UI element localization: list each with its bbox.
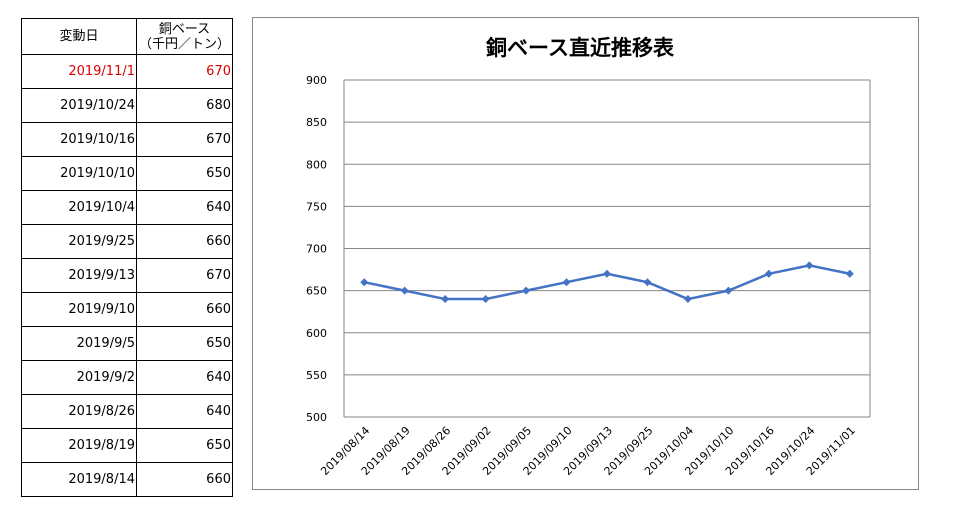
change-date-cell: 2019/10/24 — [21, 88, 137, 123]
table-body: 2019/11/1 670 2019/10/24 680 2019/10/16 670 20… — [21, 54, 233, 497]
grid-lines — [343, 79, 871, 418]
copper-price-cell: 650 — [136, 428, 233, 463]
data-point — [683, 295, 692, 304]
change-date-cell: 2019/10/4 — [21, 190, 137, 225]
header-copper-base: 銅ベース （千円／トン） — [136, 18, 233, 55]
table-row: 2019/10/16 670 — [21, 122, 233, 157]
header-copper-base-label: 銅ベース — [158, 21, 211, 37]
table-row: 2019/8/19 650 — [21, 428, 233, 463]
header-copper-base-unit: （千円／トン） — [138, 36, 230, 52]
table-row: 2019/9/10 660 — [21, 292, 233, 327]
change-date-cell: 2019/8/14 — [21, 462, 137, 497]
y-axis-ticks: 500 550 600 650 700 750 800 850 900 — [306, 74, 327, 424]
data-point — [845, 269, 854, 278]
data-point — [562, 278, 571, 287]
copper-price-cell: 650 — [136, 156, 233, 191]
y-tick-label: 650 — [306, 285, 327, 298]
table-row: 2019/9/13 670 — [21, 258, 233, 293]
y-tick-label: 600 — [306, 327, 327, 340]
copper-price-cell: 640 — [136, 394, 233, 429]
change-date-cell: 2019/10/10 — [21, 156, 137, 191]
data-point — [764, 269, 773, 278]
chart-title: 銅ベース直近推移表 — [486, 36, 675, 60]
data-point — [603, 269, 611, 278]
y-tick-label: 900 — [306, 74, 327, 87]
change-date-cell: 2019/8/19 — [21, 428, 137, 463]
data-point — [805, 261, 814, 270]
y-tick-label: 850 — [306, 116, 327, 129]
copper-price-cell: 660 — [136, 292, 233, 327]
table-row: 2019/9/25 660 — [21, 224, 233, 259]
y-tick-label: 550 — [306, 369, 327, 382]
table-row: 2019/8/14 660 — [21, 462, 233, 497]
copper-price-table: 変動日 銅ベース （千円／トン） 2019/11/1 670 2019/10/24 6… — [21, 18, 233, 497]
data-point — [481, 295, 490, 304]
data-point — [643, 278, 652, 287]
data-point — [441, 295, 450, 304]
chart-area: 銅ベース直近推移表 500 550 600 650 700 750 800 850 900 20… — [252, 17, 919, 490]
data-point — [522, 286, 531, 295]
table-header-row: 変動日 銅ベース （千円／トン） — [21, 18, 233, 55]
table-row: 2019/9/2 640 — [21, 360, 233, 395]
table-row: 2019/9/5 650 — [21, 326, 233, 361]
header-change-date: 変動日 — [21, 18, 137, 55]
copper-price-cell: 660 — [136, 224, 233, 259]
line-chart: 銅ベース直近推移表 500 550 600 650 700 750 800 850 900 20… — [306, 36, 871, 478]
copper-price-cell: 670 — [136, 54, 233, 89]
copper-price-cell: 640 — [136, 360, 233, 395]
change-date-cell: 2019/9/13 — [21, 258, 137, 293]
copper-price-cell: 660 — [136, 462, 233, 497]
table-row: 2019/10/10 650 — [21, 156, 233, 191]
y-tick-label: 500 — [306, 411, 327, 424]
change-date-cell: 2019/11/1 — [21, 54, 137, 89]
table-row: 2019/8/26 640 — [21, 394, 233, 429]
change-date-cell: 2019/9/10 — [21, 292, 137, 327]
data-point — [400, 286, 409, 295]
data-point — [360, 278, 369, 287]
table-row: 2019/10/4 640 — [21, 190, 233, 225]
copper-price-cell: 650 — [136, 326, 233, 361]
y-tick-label: 750 — [306, 200, 327, 213]
y-tick-label: 800 — [306, 158, 327, 171]
table-row: 2019/10/24 680 — [21, 88, 233, 123]
x-axis-ticks: 2019/08/142019/08/192019/08/262019/09/02… — [318, 424, 858, 478]
copper-price-cell: 640 — [136, 190, 233, 225]
series-group — [360, 261, 854, 304]
copper-price-cell: 680 — [136, 88, 233, 123]
change-date-cell: 2019/9/5 — [21, 326, 137, 361]
copper-price-cell: 670 — [136, 122, 233, 157]
change-date-cell: 2019/9/2 — [21, 360, 137, 395]
change-date-cell: 2019/10/16 — [21, 122, 137, 157]
table-row: 2019/11/1 670 — [21, 54, 233, 89]
copper-price-cell: 670 — [136, 258, 233, 293]
change-date-cell: 2019/8/26 — [21, 394, 137, 429]
data-point — [724, 286, 733, 295]
change-date-cell: 2019/9/25 — [21, 224, 137, 259]
y-tick-label: 700 — [306, 243, 327, 256]
